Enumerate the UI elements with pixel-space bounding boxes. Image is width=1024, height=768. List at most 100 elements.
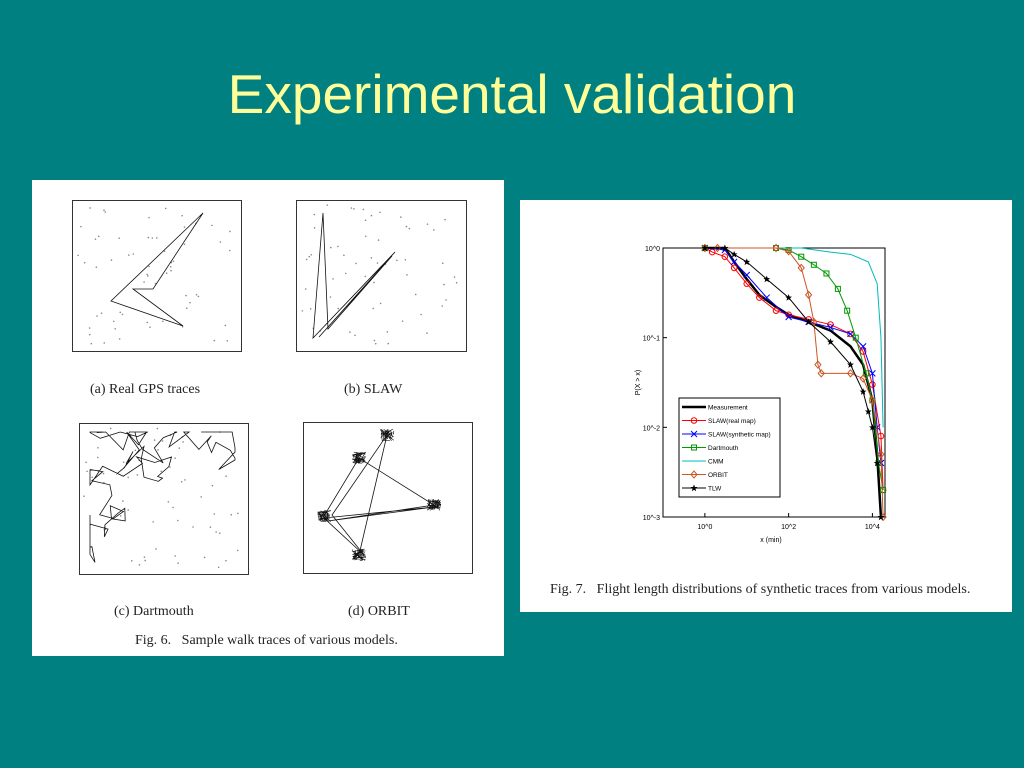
gps-point <box>420 313 422 316</box>
star-marker <box>743 258 751 266</box>
cluster-trace <box>352 454 355 459</box>
gps-point <box>313 213 316 216</box>
gps-point <box>185 294 187 297</box>
gps-point <box>355 262 357 265</box>
circle-marker <box>772 307 780 314</box>
gps-point <box>161 440 164 442</box>
gps-point <box>414 293 417 296</box>
x-marker <box>763 294 771 301</box>
square-marker <box>798 253 805 260</box>
star-marker <box>805 318 813 326</box>
slide-title: Experimental validation <box>227 63 797 125</box>
gps-point <box>114 327 116 330</box>
cluster-trace <box>354 462 356 464</box>
gps-point <box>301 310 304 312</box>
gps-point <box>132 253 135 255</box>
series-orbit <box>701 243 887 522</box>
gps-point <box>408 227 411 230</box>
subfigure-a-caption: (a) Real GPS traces <box>90 382 201 397</box>
square-marker <box>844 307 851 314</box>
gps-point <box>426 332 428 334</box>
gps-point <box>182 441 184 443</box>
gps-point <box>127 476 129 479</box>
gps-point <box>119 515 122 517</box>
square-marker <box>691 444 697 451</box>
gps-point <box>386 331 389 333</box>
star-marker <box>827 338 834 345</box>
gps-point <box>100 312 103 314</box>
gps-point <box>387 342 390 345</box>
circle-marker <box>847 330 854 338</box>
gps-point <box>376 262 379 264</box>
gps-point <box>157 449 159 451</box>
star-marker <box>877 513 885 521</box>
gps-point <box>313 227 316 229</box>
cluster-trace <box>387 435 395 441</box>
gps-point <box>160 470 163 473</box>
gps-point <box>80 225 82 228</box>
figure-7-caption: Fig. 7. Flight length distributions of s… <box>550 582 971 597</box>
cluster-trace <box>358 550 361 553</box>
x-marker <box>730 258 738 266</box>
figure-7-panel: 10^0 10^2 10^4 10^0 10^-1 10^-2 10^-3 x (min) P(… <box>520 200 1012 612</box>
legend-label: SLAW(synthetic map) <box>708 432 771 439</box>
subfigure-d-plot <box>303 422 473 574</box>
legend-label: SLAW(real map) <box>708 418 756 425</box>
star-marker <box>859 388 867 395</box>
x-axis-label: x (min) <box>760 537 781 544</box>
gps-point <box>379 211 381 214</box>
gps-point <box>373 339 376 342</box>
circle-marker <box>869 381 876 388</box>
gps-point <box>156 427 159 430</box>
gps-point <box>203 556 206 559</box>
gps-point <box>112 320 115 323</box>
gps-point <box>119 311 122 314</box>
diamond-marker <box>859 374 867 383</box>
diamond-marker <box>713 243 722 253</box>
diamond-marker <box>817 369 825 378</box>
diamond-marker <box>846 369 855 378</box>
gps-point <box>209 526 212 528</box>
gps-point <box>329 296 332 298</box>
gps-point <box>189 301 191 304</box>
gps-point <box>131 560 133 562</box>
subfigure-b-caption: (b) SLAW <box>344 382 403 397</box>
gps-point <box>89 207 91 209</box>
gps-point <box>426 223 429 225</box>
gps-point <box>197 295 200 298</box>
gps-point <box>121 313 124 316</box>
circle-marker <box>756 294 763 301</box>
square-marker <box>862 370 869 377</box>
cluster-trace <box>428 500 440 502</box>
diamond-marker <box>797 263 805 273</box>
gps-point <box>379 302 382 305</box>
cluster-trace <box>427 502 430 506</box>
gps-point <box>169 466 171 468</box>
gps-point <box>118 338 121 340</box>
gps-point <box>362 208 365 211</box>
gps-point <box>304 288 307 290</box>
gps-point <box>154 282 157 285</box>
subfigure-c-caption: (c) Dartmouth <box>114 604 194 619</box>
cluster-trace <box>357 551 366 556</box>
diamond-marker <box>690 470 698 479</box>
gps-point <box>364 235 367 238</box>
gps-point <box>147 236 150 239</box>
gps-point <box>95 266 98 268</box>
subfigure-d-caption: (d) ORBIT <box>348 604 410 619</box>
cluster-trace <box>352 548 365 552</box>
gps-point <box>370 214 373 217</box>
cluster-trace <box>433 504 438 509</box>
gps-point <box>373 281 375 284</box>
x-tick-label: 10^2 <box>781 524 796 531</box>
gps-point <box>177 519 179 522</box>
gps-point <box>229 249 231 252</box>
gps-point <box>104 211 106 213</box>
cluster-trace <box>324 511 329 514</box>
gps-point <box>122 461 125 463</box>
series-cmm <box>704 247 884 428</box>
gps-point <box>337 307 340 310</box>
gps-point <box>344 272 347 275</box>
gps-point <box>103 342 106 344</box>
cluster-trace <box>358 451 366 464</box>
